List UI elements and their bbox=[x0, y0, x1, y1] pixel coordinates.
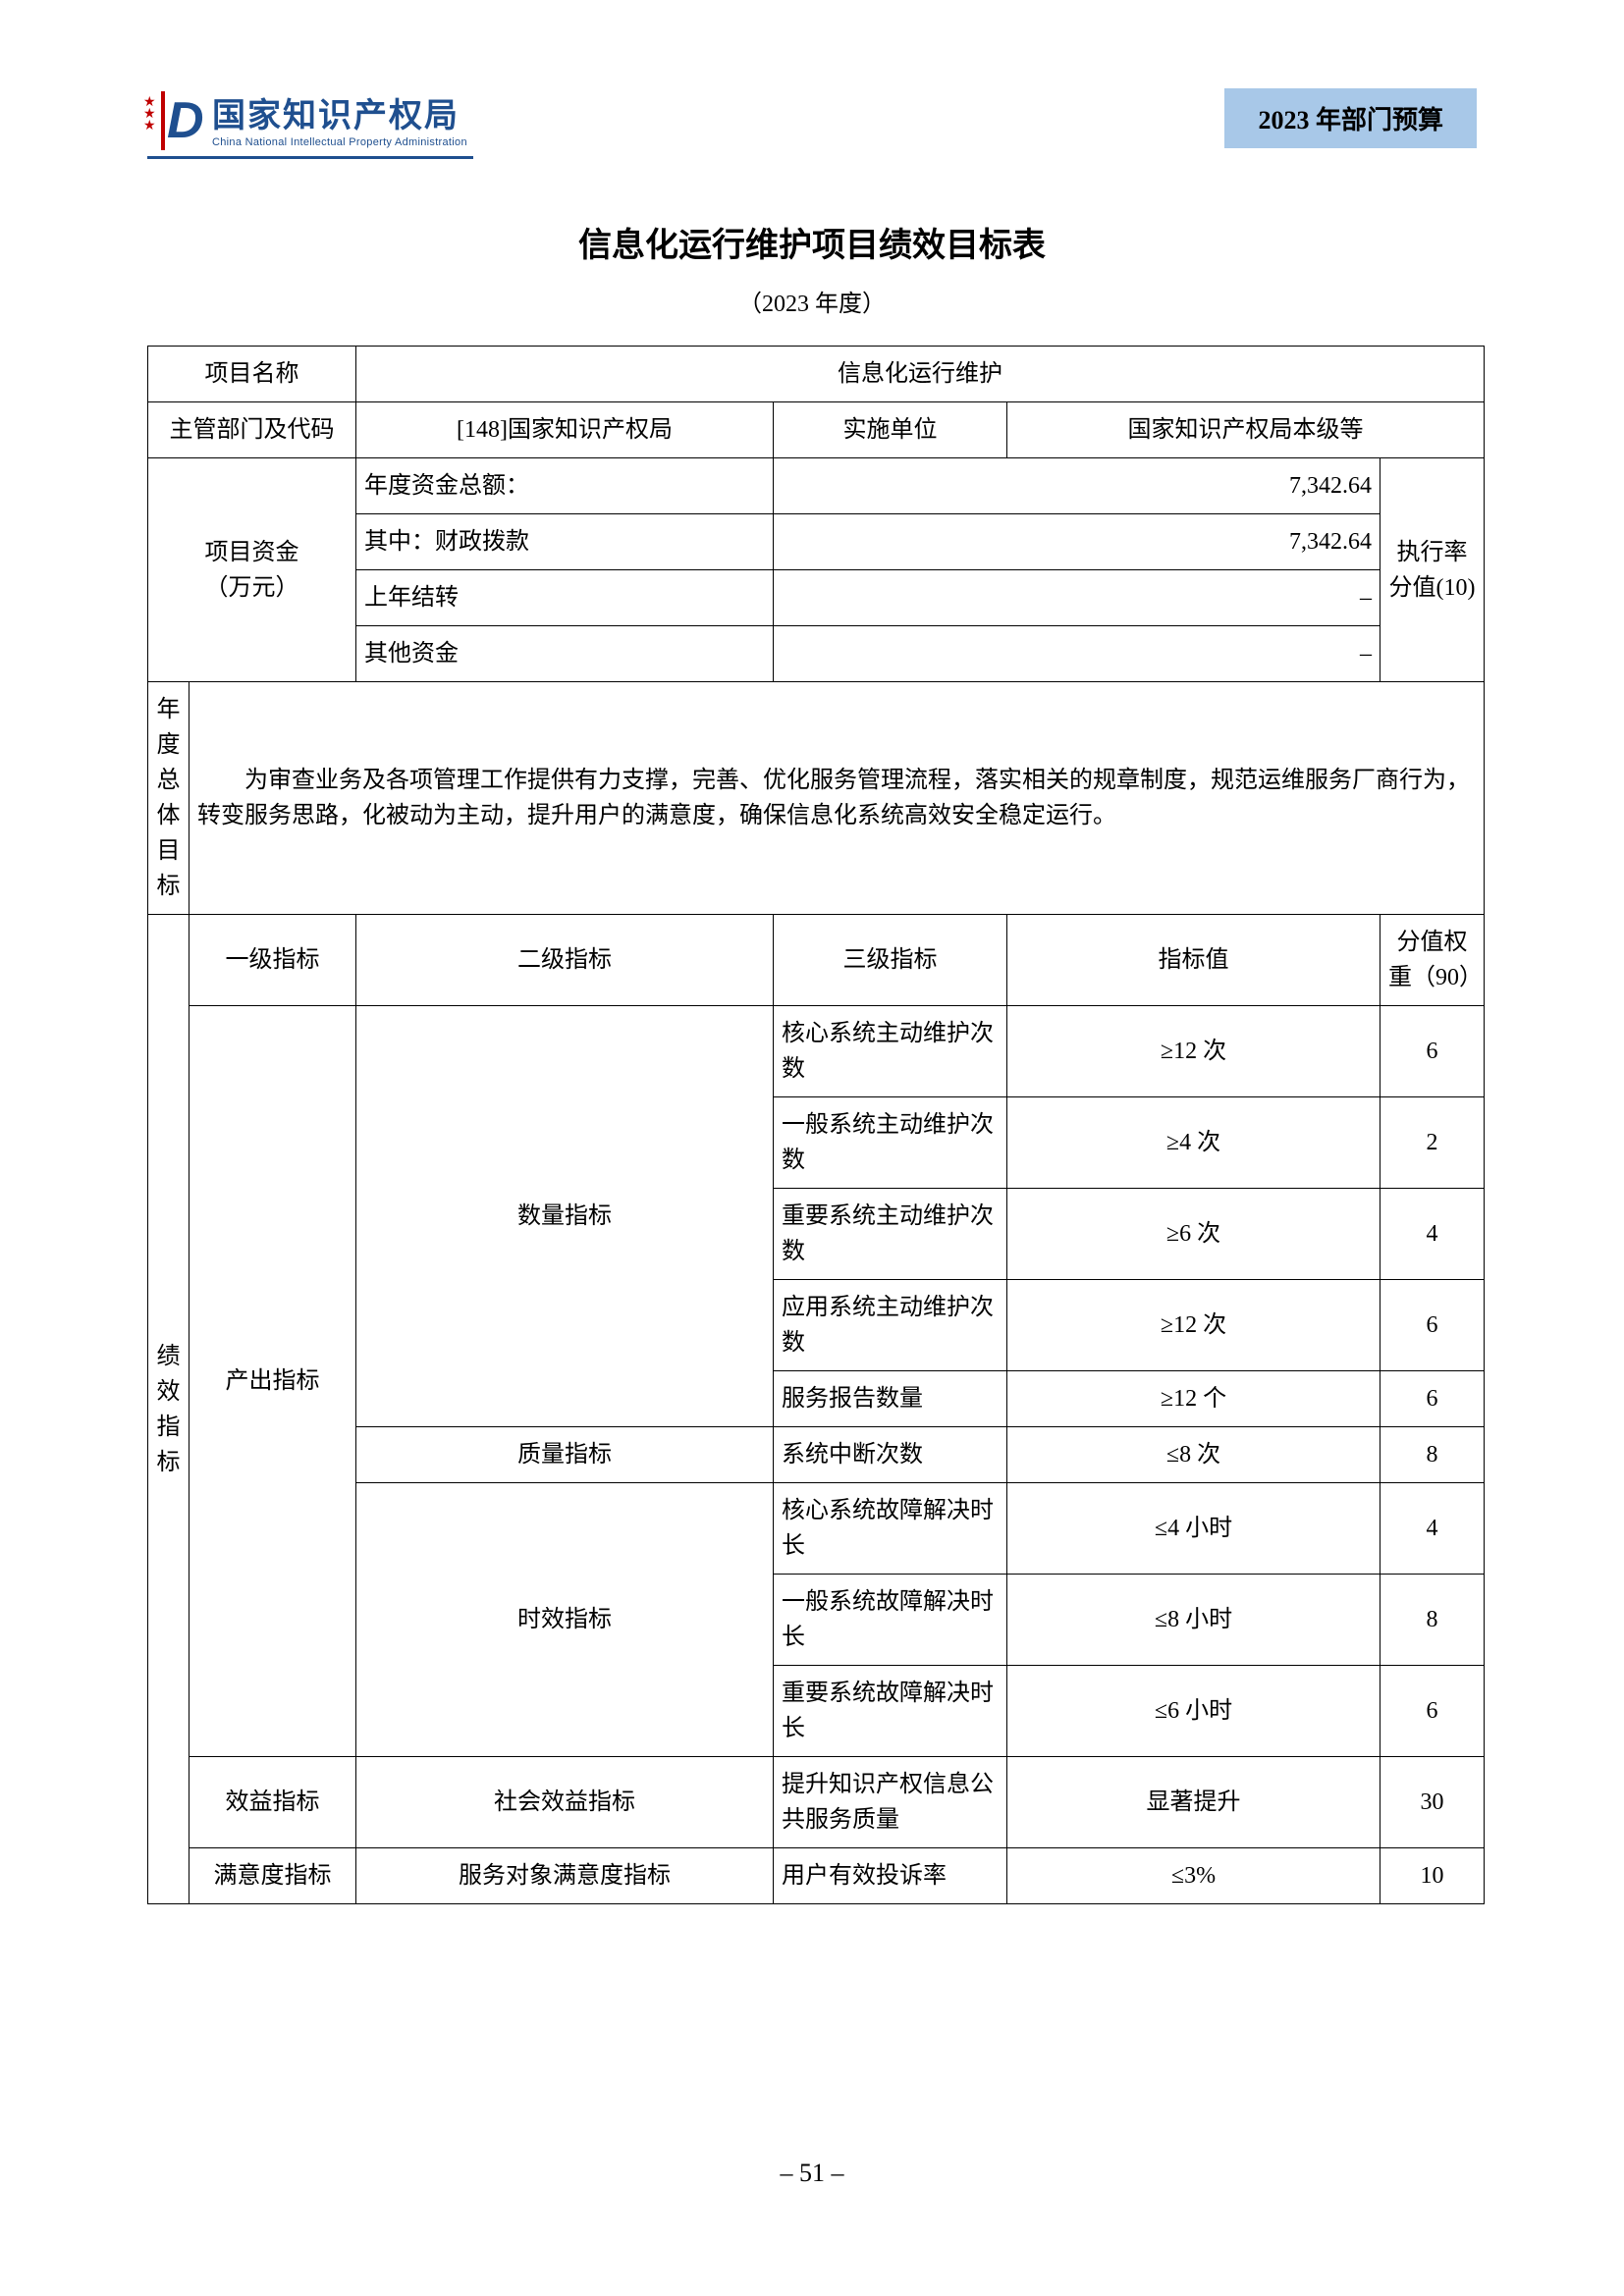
cell-l3: 重要系统主动维护次数 bbox=[774, 1189, 1007, 1280]
logo-letter-icon: D bbox=[161, 91, 204, 150]
col-l1: 一级指标 bbox=[189, 915, 356, 1006]
table-row: 绩效指标 一级指标 二级指标 三级指标 指标值 分值权重（90） bbox=[148, 915, 1485, 1006]
cell-wt: 30 bbox=[1380, 1757, 1485, 1848]
performance-table: 项目名称 信息化运行维护 主管部门及代码 [148]国家知识产权局 实施单位 国… bbox=[147, 346, 1485, 1904]
cell-l3: 用户有效投诉率 bbox=[774, 1848, 1007, 1904]
funds-fiscal-value: 7,342.64 bbox=[774, 514, 1380, 570]
l2-social: 社会效益指标 bbox=[356, 1757, 774, 1848]
table-row: 项目资金 （万元） 年度资金总额： 7,342.64 执行率 分值(10) bbox=[148, 458, 1485, 514]
cell-val: ≥12 个 bbox=[1007, 1371, 1380, 1427]
document-title: 信息化运行维护项目绩效目标表 bbox=[147, 218, 1477, 266]
cell-val: ≥4 次 bbox=[1007, 1097, 1380, 1189]
cell-wt: 6 bbox=[1380, 1371, 1485, 1427]
cell-val: ≥12 次 bbox=[1007, 1280, 1380, 1371]
cell-l3: 应用系统主动维护次数 bbox=[774, 1280, 1007, 1371]
funds-other-label: 其他资金 bbox=[356, 626, 774, 682]
budget-badge: 2023 年部门预算 bbox=[1224, 88, 1477, 148]
table-row: 主管部门及代码 [148]国家知识产权局 实施单位 国家知识产权局本级等 bbox=[148, 402, 1485, 458]
cell-l3: 服务报告数量 bbox=[774, 1371, 1007, 1427]
logo-text: 国家知识产权局 China National Intellectual Prop… bbox=[212, 88, 467, 148]
logo-icon: ★★★ D bbox=[147, 91, 202, 146]
document-subtitle: （2023 年度） bbox=[147, 284, 1477, 318]
cell-val: ≤6 小时 bbox=[1007, 1666, 1380, 1757]
page-number: – 51 – bbox=[0, 2159, 1624, 2188]
col-wt: 分值权重（90） bbox=[1380, 915, 1485, 1006]
l1-satisf: 满意度指标 bbox=[189, 1848, 356, 1904]
col-l3: 三级指标 bbox=[774, 915, 1007, 1006]
funds-group-label: 项目资金 （万元） bbox=[148, 458, 356, 682]
impl-unit-value: 国家知识产权局本级等 bbox=[1007, 402, 1485, 458]
page-header: ★★★ D 国家知识产权局 China National Intellectua… bbox=[147, 88, 1477, 148]
dept-label: 主管部门及代码 bbox=[148, 402, 356, 458]
l2-satisf: 服务对象满意度指标 bbox=[356, 1848, 774, 1904]
header-underline bbox=[147, 156, 473, 159]
cell-wt: 8 bbox=[1380, 1427, 1485, 1483]
cell-wt: 10 bbox=[1380, 1848, 1485, 1904]
cell-wt: 6 bbox=[1380, 1006, 1485, 1097]
funds-carry-value: – bbox=[774, 570, 1380, 626]
table-row: 效益指标 社会效益指标 提升知识产权信息公共服务质量 显著提升 30 bbox=[148, 1757, 1485, 1848]
cell-val: ≤8 次 bbox=[1007, 1427, 1380, 1483]
cell-wt: 4 bbox=[1380, 1483, 1485, 1575]
cell-l3: 一般系统主动维护次数 bbox=[774, 1097, 1007, 1189]
cell-wt: 6 bbox=[1380, 1280, 1485, 1371]
page: ★★★ D 国家知识产权局 China National Intellectua… bbox=[0, 0, 1624, 2296]
org-name-cn: 国家知识产权局 bbox=[212, 88, 467, 136]
l2-time: 时效指标 bbox=[356, 1483, 774, 1757]
funds-fiscal-label: 其中：财政拨款 bbox=[356, 514, 774, 570]
cell-wt: 6 bbox=[1380, 1666, 1485, 1757]
proj-name-value: 信息化运行维护 bbox=[356, 347, 1485, 402]
cell-l3: 核心系统故障解决时长 bbox=[774, 1483, 1007, 1575]
dept-value: [148]国家知识产权局 bbox=[356, 402, 774, 458]
cell-wt: 8 bbox=[1380, 1575, 1485, 1666]
perf-side-label-text: 绩效指标 bbox=[157, 1339, 181, 1480]
col-l2: 二级指标 bbox=[356, 915, 774, 1006]
cell-l3: 核心系统主动维护次数 bbox=[774, 1006, 1007, 1097]
org-logo: ★★★ D 国家知识产权局 China National Intellectua… bbox=[147, 88, 467, 148]
table-row: 年度总体目标 为审查业务及各项管理工作提供有力支撑，完善、优化服务管理流程，落实… bbox=[148, 682, 1485, 915]
table-row: 满意度指标 服务对象满意度指标 用户有效投诉率 ≤3% 10 bbox=[148, 1848, 1485, 1904]
cell-l3: 系统中断次数 bbox=[774, 1427, 1007, 1483]
cell-val: ≤3% bbox=[1007, 1848, 1380, 1904]
l2-qual: 质量指标 bbox=[356, 1427, 774, 1483]
l1-output: 产出指标 bbox=[189, 1006, 356, 1757]
l2-qty: 数量指标 bbox=[356, 1006, 774, 1427]
table-row: 项目名称 信息化运行维护 bbox=[148, 347, 1485, 402]
cell-wt: 4 bbox=[1380, 1189, 1485, 1280]
exec-rate-label: 执行率 分值(10) bbox=[1380, 458, 1485, 682]
annual-goal-text: 为审查业务及各项管理工作提供有力支撑，完善、优化服务管理流程，落实相关的规章制度… bbox=[189, 682, 1485, 915]
org-name-en: China National Intellectual Property Adm… bbox=[212, 136, 467, 148]
l1-benefit: 效益指标 bbox=[189, 1757, 356, 1848]
funds-carry-label: 上年结转 bbox=[356, 570, 774, 626]
cell-l3: 提升知识产权信息公共服务质量 bbox=[774, 1757, 1007, 1848]
annual-goal-label-text: 年度总体目标 bbox=[157, 692, 181, 904]
annual-goal-label: 年度总体目标 bbox=[148, 682, 189, 915]
funds-total-label: 年度资金总额： bbox=[356, 458, 774, 514]
funds-other-value: – bbox=[774, 626, 1380, 682]
perf-side-label: 绩效指标 bbox=[148, 915, 189, 1904]
table-row: 产出指标 数量指标 核心系统主动维护次数 ≥12 次 6 bbox=[148, 1006, 1485, 1097]
impl-unit-label: 实施单位 bbox=[774, 402, 1007, 458]
cell-wt: 2 bbox=[1380, 1097, 1485, 1189]
cell-val: 显著提升 bbox=[1007, 1757, 1380, 1848]
cell-val: ≤4 小时 bbox=[1007, 1483, 1380, 1575]
logo-stars-icon: ★★★ bbox=[143, 97, 156, 133]
funds-total-value: 7,342.64 bbox=[774, 458, 1380, 514]
cell-val: ≥12 次 bbox=[1007, 1006, 1380, 1097]
cell-l3: 重要系统故障解决时长 bbox=[774, 1666, 1007, 1757]
col-val: 指标值 bbox=[1007, 915, 1380, 1006]
cell-val: ≤8 小时 bbox=[1007, 1575, 1380, 1666]
cell-l3: 一般系统故障解决时长 bbox=[774, 1575, 1007, 1666]
proj-name-label: 项目名称 bbox=[148, 347, 356, 402]
cell-val: ≥6 次 bbox=[1007, 1189, 1380, 1280]
